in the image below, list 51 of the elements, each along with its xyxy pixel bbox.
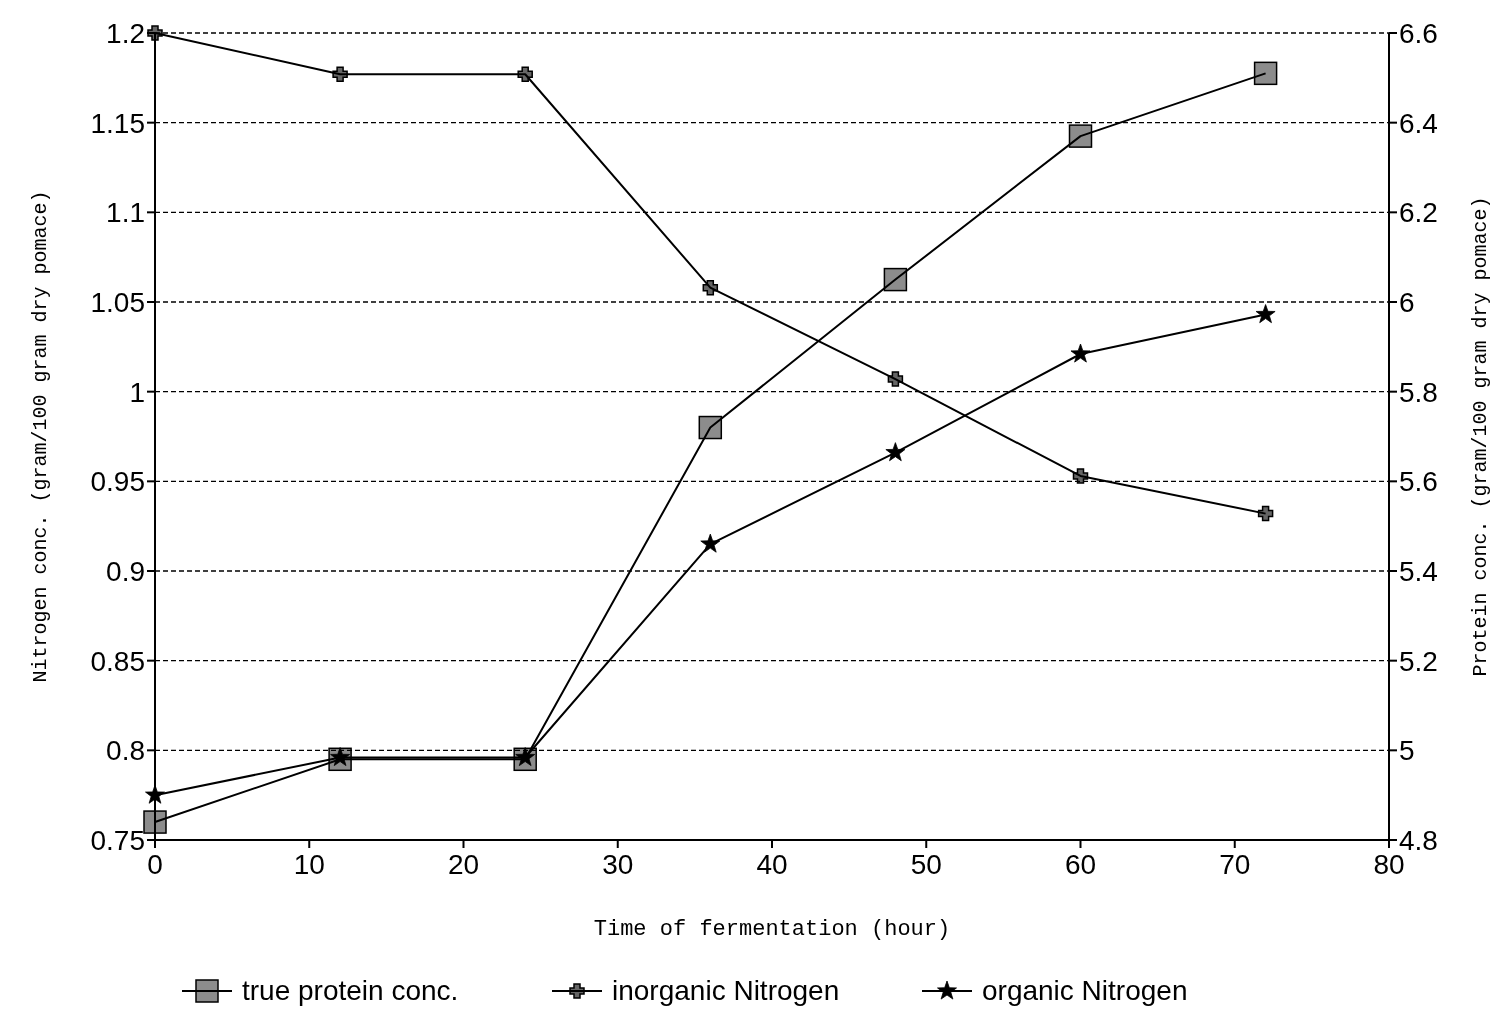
point: [145, 784, 165, 804]
point: [1255, 304, 1276, 324]
x-tick-label: 10: [293, 849, 325, 880]
y2-tick-label: 5.4: [1399, 556, 1438, 587]
point: [698, 415, 723, 440]
point: [330, 747, 351, 766]
y2-tick-label: 6: [1399, 287, 1415, 318]
point: [702, 279, 719, 296]
y2-tick-label: 6.2: [1399, 197, 1438, 229]
point: [700, 533, 721, 553]
legend-label: true protein conc.: [242, 975, 459, 1006]
y2-tick-label: 5: [1399, 735, 1415, 767]
legend-label: organic Nitrogen: [982, 975, 1188, 1006]
y2-tick-label: 6.4: [1399, 107, 1438, 139]
y-tick-label: 0.9: [106, 556, 145, 587]
x-tick-label: 30: [602, 849, 634, 880]
y2-tick-label: 5.8: [1399, 376, 1438, 408]
point: [517, 66, 533, 82]
y2-tick-label: 5.6: [1399, 466, 1438, 498]
y-tick-label: 1.15: [90, 107, 145, 139]
y-tick-label: 0.85: [90, 645, 145, 677]
y-tick-label: 0.8: [106, 735, 145, 767]
point: [143, 810, 167, 834]
y2-tick-label: 6.6: [1399, 18, 1438, 49]
point: [887, 371, 904, 387]
y-tick-label: 1: [129, 376, 145, 408]
x-tick-label: 20: [447, 849, 480, 880]
x-tick-label: 0: [147, 849, 163, 880]
y-tick-label: 1.2: [106, 18, 145, 49]
point: [515, 747, 536, 766]
point: [1070, 343, 1091, 363]
point: [1253, 61, 1278, 86]
point: [332, 66, 348, 82]
point: [883, 267, 908, 292]
y-axis-title: Nitrogen conc. (gram/100 gram dry pomace): [29, 190, 52, 683]
y2-tick-label: 5.2: [1399, 645, 1438, 677]
x-tick-label: 60: [1064, 849, 1097, 880]
point: [1068, 124, 1093, 148]
point: [1072, 468, 1089, 484]
y-tick-label: 0.95: [90, 466, 145, 498]
x-tick-label: 70: [1219, 849, 1251, 880]
x-axis-title: Time of fermentation (hour): [593, 917, 951, 942]
y-tick-label: 1.05: [90, 287, 145, 318]
y-tick-label: 1.1: [106, 197, 145, 229]
x-tick-label: 50: [910, 849, 942, 880]
y2-axis-title: Protein conc. (gram/100 gram dry pomace): [1469, 196, 1492, 677]
legend-label: inorganic Nitrogen: [612, 975, 840, 1006]
point: [1257, 505, 1274, 522]
y-tick-label: 0.75: [90, 825, 145, 856]
x-tick-label: 40: [756, 849, 788, 880]
point: [885, 442, 906, 462]
